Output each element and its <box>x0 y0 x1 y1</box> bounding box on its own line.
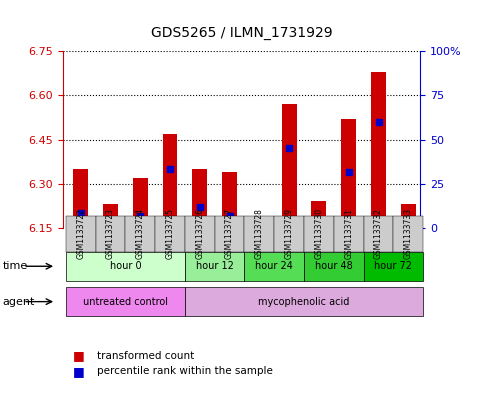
Text: percentile rank within the sample: percentile rank within the sample <box>97 366 272 376</box>
Bar <box>401 204 416 228</box>
Text: hour 0: hour 0 <box>110 261 141 271</box>
Text: GSM1133727: GSM1133727 <box>225 208 234 259</box>
Text: agent: agent <box>2 297 35 307</box>
Text: GSM1133722: GSM1133722 <box>76 208 85 259</box>
Bar <box>133 178 148 228</box>
Bar <box>341 119 356 228</box>
Text: GDS5265 / ILMN_1731929: GDS5265 / ILMN_1731929 <box>151 26 332 40</box>
Text: time: time <box>2 261 28 271</box>
Text: hour 12: hour 12 <box>196 261 234 271</box>
Bar <box>222 172 237 228</box>
Bar <box>282 104 297 228</box>
Bar <box>73 169 88 228</box>
Bar <box>312 202 327 228</box>
Text: ■: ■ <box>72 365 84 378</box>
Text: GSM1133733: GSM1133733 <box>404 208 413 259</box>
Bar <box>103 204 118 228</box>
Text: GSM1133731: GSM1133731 <box>344 208 353 259</box>
Text: untreated control: untreated control <box>83 297 168 307</box>
Bar <box>163 134 177 228</box>
Text: GSM1133724: GSM1133724 <box>136 208 145 259</box>
Bar <box>371 72 386 228</box>
Text: hour 48: hour 48 <box>315 261 353 271</box>
Text: GSM1133723: GSM1133723 <box>106 208 115 259</box>
Text: mycophenolic acid: mycophenolic acid <box>258 297 350 307</box>
Text: GSM1133725: GSM1133725 <box>166 208 174 259</box>
Text: hour 72: hour 72 <box>374 261 412 271</box>
Bar <box>252 225 267 228</box>
Bar <box>192 169 207 228</box>
Text: hour 24: hour 24 <box>256 261 293 271</box>
Text: GSM1133726: GSM1133726 <box>195 208 204 259</box>
Text: GSM1133730: GSM1133730 <box>314 208 324 259</box>
Text: transformed count: transformed count <box>97 351 194 361</box>
Text: GSM1133732: GSM1133732 <box>374 208 383 259</box>
Text: ■: ■ <box>72 349 84 362</box>
Text: GSM1133729: GSM1133729 <box>284 208 294 259</box>
Text: GSM1133728: GSM1133728 <box>255 208 264 259</box>
